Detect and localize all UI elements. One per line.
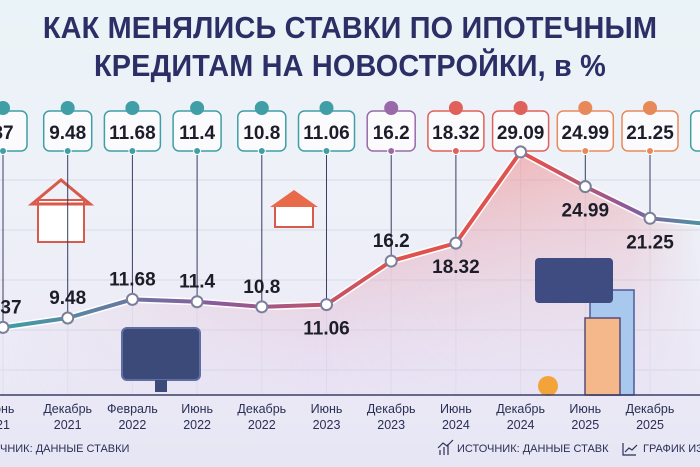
- data-label: 21.25: [626, 232, 674, 253]
- x-tick-label: Декабрь: [367, 402, 416, 416]
- x-tick-label: 2023: [377, 418, 405, 432]
- box-dot: [387, 147, 396, 155]
- value-box-label: 11.4: [179, 123, 215, 144]
- x-tick-label: 2024: [442, 418, 470, 432]
- data-label: 11.4: [179, 272, 215, 293]
- data-point: [255, 300, 269, 314]
- value-box-label: 29.09: [497, 123, 545, 144]
- chart-title-line-1: КАК МЕНЯЛИСЬ СТАВКИ ПО ИПОТЕЧНЫМ: [42, 10, 658, 45]
- building-icon: [584, 317, 621, 396]
- data-label: 9.48: [49, 288, 86, 309]
- box-dot: [0, 147, 7, 155]
- line-chart-icon: [622, 443, 638, 456]
- series-line: [2, 149, 700, 330]
- data-label: 18.32: [432, 257, 480, 278]
- x-tick-label: Декабрь: [237, 402, 286, 416]
- coin-icon: [538, 376, 558, 396]
- x-tick-label: 2022: [183, 418, 211, 432]
- x-tick-label: Декабрь: [626, 402, 675, 416]
- box-dot: [322, 147, 331, 155]
- house-roof: [270, 190, 318, 207]
- house-icon: [578, 101, 593, 115]
- data-label: 37: [0, 297, 21, 318]
- value-box-label: 37: [0, 123, 14, 144]
- data-point: [190, 295, 204, 309]
- illustrations: [27, 178, 635, 396]
- value-box-label: 11.06: [303, 123, 350, 144]
- bar-chart-icon: [437, 439, 454, 455]
- chart-title-line-2: КРЕДИТАМ НА НОВОСТРОЙКИ, в %: [93, 48, 606, 83]
- house-icon: [274, 204, 314, 228]
- value-box-label: 16.2: [373, 123, 410, 144]
- box-dot: [128, 147, 137, 155]
- x-tick-label: Июнь: [569, 402, 601, 416]
- box-dot: [257, 147, 266, 155]
- x-tick-label: Июнь: [181, 402, 213, 416]
- footer-chart-right: ГРАФИК ИЗ: [643, 443, 700, 455]
- x-tick-label: Февраль: [107, 402, 158, 416]
- data-point: [578, 180, 592, 194]
- dashboard-icon: [535, 258, 613, 303]
- x-tick-label: Июнь: [311, 402, 343, 416]
- data-label: 24.99: [562, 201, 610, 222]
- monitor-stand: [155, 380, 167, 392]
- footer-source-middle: ИСТОЧНИК: ДАННЫЕ СТАВК: [457, 443, 609, 455]
- box-dot: [646, 147, 654, 155]
- x-tick-label: 2025: [571, 418, 599, 432]
- data-point: [320, 298, 333, 312]
- value-box-label: 18.32: [432, 123, 480, 144]
- value-box: [689, 110, 700, 152]
- house-icon: [125, 101, 140, 115]
- data-point: [0, 320, 10, 334]
- box-dot: [581, 147, 590, 155]
- x-tick-label: 2022: [248, 418, 276, 432]
- x-tick-label: 2023: [313, 418, 341, 432]
- house-icon: [643, 101, 657, 115]
- house-icon: [0, 101, 10, 115]
- x-tick-label: 2021: [54, 418, 82, 432]
- data-label: 11.06: [303, 319, 350, 340]
- house-icon: [254, 101, 269, 115]
- data-point: [643, 211, 657, 225]
- x-tick-label: 2022: [118, 418, 146, 432]
- house-icon: [513, 101, 528, 115]
- house-icon: [37, 199, 85, 243]
- house-icon: [190, 101, 205, 115]
- value-box-label: 9.48: [49, 123, 86, 144]
- box-dot: [451, 147, 460, 155]
- data-label: 16.2: [373, 231, 410, 252]
- x-tick-label: 21: [0, 418, 10, 432]
- x-tick-label: Декабрь: [496, 402, 545, 416]
- value-box-label: 10.8: [243, 123, 280, 144]
- data-point: [125, 292, 139, 306]
- footer-source-left: ЧНИК: ДАННЫЕ СТАВКИ: [0, 443, 129, 455]
- data-point: [514, 145, 528, 159]
- monitor-icon: [121, 327, 201, 381]
- value-box-label: 24.99: [562, 123, 610, 144]
- x-tick-label: 2024: [507, 418, 535, 432]
- x-tick-label: Июнь: [440, 402, 472, 416]
- value-box-label: 11.68: [109, 123, 156, 144]
- house-icon: [384, 101, 399, 115]
- data-point: [384, 254, 398, 268]
- house-roof: [27, 178, 95, 206]
- data-point: [61, 311, 75, 325]
- value-box-label: 21.25: [626, 123, 674, 144]
- box-dot: [63, 147, 72, 155]
- house-icon: [319, 101, 334, 115]
- x-tick-label: 2025: [636, 418, 664, 432]
- x-tick-label: юнь: [0, 402, 14, 416]
- house-icon: [60, 101, 75, 115]
- data-point: [449, 236, 463, 250]
- x-tick-label: Декабрь: [43, 402, 92, 416]
- box-dot: [193, 147, 202, 155]
- data-label: 11.68: [109, 269, 156, 290]
- house-icon: [448, 101, 463, 115]
- data-label: 10.8: [243, 277, 280, 298]
